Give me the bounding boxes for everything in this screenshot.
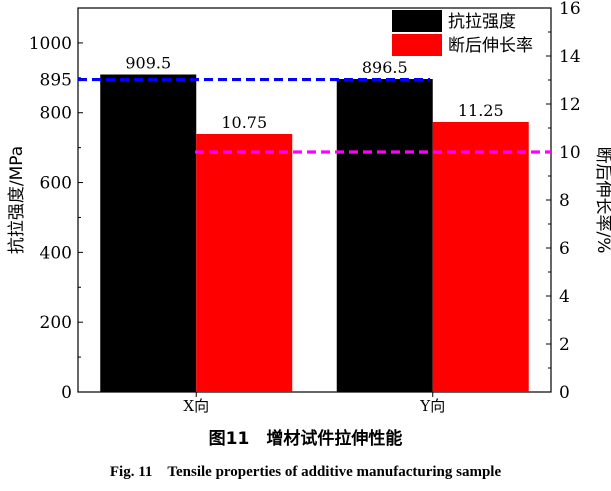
reference-line-label: 895 — [40, 71, 72, 91]
right-axis-tick-label: 12 — [559, 95, 581, 115]
data-label-strength-2: 896.5 — [362, 58, 408, 77]
x-tick-label-2: Y向 — [419, 397, 445, 415]
data-label-elongation-1: 10.75 — [221, 113, 267, 132]
data-label-strength-1: 909.5 — [125, 54, 171, 73]
legend-label-strength: 抗拉强度 — [448, 12, 516, 32]
left-axis-tick-label: 600 — [40, 174, 72, 194]
bar-elongation-1 — [196, 134, 293, 392]
right-axis-tick-label: 14 — [559, 47, 581, 67]
left-axis-title: 抗拉强度/MPa — [7, 146, 27, 254]
left-axis-tick-label: 400 — [40, 243, 72, 263]
left-axis-tick-label: 0 — [61, 383, 72, 403]
right-axis-tick-label: 2 — [559, 335, 570, 355]
x-tick-label-1: X向 — [183, 397, 209, 415]
right-axis-tick-label: 8 — [559, 191, 570, 211]
right-axis-tick-label: 6 — [559, 239, 570, 259]
legend-label-elongation: 断后伸长率 — [448, 36, 533, 56]
legend-swatch-elongation — [392, 34, 442, 56]
bar-strength-1 — [100, 74, 197, 392]
right-axis-tick-label: 10 — [559, 143, 581, 163]
legend-swatch-strength — [392, 10, 442, 32]
bar-elongation-2 — [432, 122, 529, 392]
bar-strength-2 — [336, 79, 433, 392]
left-axis-tick-label: 800 — [40, 104, 72, 124]
figure-caption-english: Fig. 11 Tensile properties of additive m… — [109, 464, 502, 480]
tensile-properties-chart: 909.510.75X向896.511.25Y向0200400600800100… — [7, 0, 611, 415]
left-axis-tick-label: 200 — [40, 313, 72, 333]
right-axis-tick-label: 0 — [559, 383, 570, 403]
right-axis-tick-label: 16 — [559, 0, 581, 19]
right-axis-tick-label: 4 — [559, 287, 570, 307]
data-label-elongation-2: 11.25 — [458, 101, 504, 120]
figure-caption-chinese: 图11 增材试件拉伸性能 — [208, 429, 403, 449]
right-axis-title: 断后伸长率/% — [593, 147, 611, 254]
left-axis-tick-label: 1000 — [29, 34, 72, 54]
